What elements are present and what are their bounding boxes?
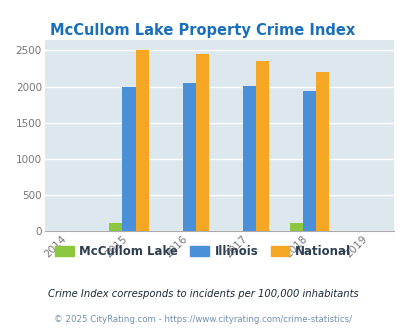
Bar <box>109 223 122 231</box>
Bar <box>122 86 135 231</box>
Bar <box>242 86 255 231</box>
Bar <box>195 54 209 231</box>
Bar <box>315 72 328 231</box>
Text: McCullom Lake Property Crime Index: McCullom Lake Property Crime Index <box>50 23 355 38</box>
Bar <box>302 90 315 231</box>
Legend: McCullom Lake, Illinois, National: McCullom Lake, Illinois, National <box>50 241 355 263</box>
Bar <box>289 223 302 231</box>
Bar <box>255 61 269 231</box>
Bar <box>135 50 149 231</box>
Text: Crime Index corresponds to incidents per 100,000 inhabitants: Crime Index corresponds to incidents per… <box>47 289 358 299</box>
Text: © 2025 CityRating.com - https://www.cityrating.com/crime-statistics/: © 2025 CityRating.com - https://www.city… <box>54 315 351 324</box>
Bar <box>182 83 195 231</box>
